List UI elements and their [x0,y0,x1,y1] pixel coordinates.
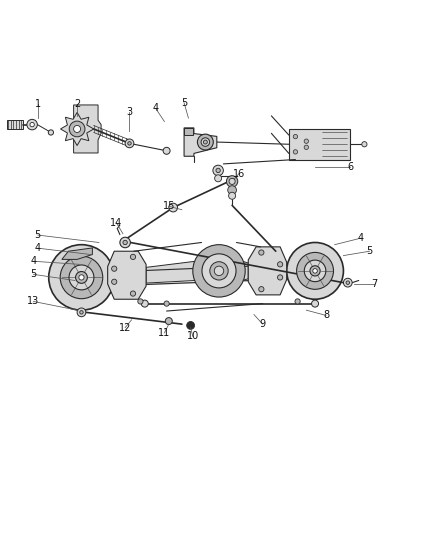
Polygon shape [108,251,146,299]
Circle shape [304,145,308,149]
Circle shape [112,279,117,285]
Circle shape [214,266,224,276]
Text: 4: 4 [358,233,364,243]
Text: 12: 12 [119,322,131,333]
Circle shape [216,168,220,173]
Polygon shape [248,247,287,295]
Circle shape [311,300,318,307]
Circle shape [259,250,264,255]
Circle shape [169,203,177,212]
Text: 3: 3 [127,107,133,117]
Text: 5: 5 [30,269,36,279]
Polygon shape [74,105,101,153]
Polygon shape [60,112,94,146]
Circle shape [293,134,297,139]
Polygon shape [184,128,217,156]
Circle shape [123,240,127,245]
Circle shape [77,308,86,317]
Circle shape [141,300,148,307]
Circle shape [60,256,103,298]
Circle shape [346,281,350,285]
Circle shape [304,260,326,281]
Circle shape [278,262,283,267]
Circle shape [131,291,136,296]
Circle shape [313,269,317,273]
Circle shape [226,176,238,187]
Text: 16: 16 [233,169,245,179]
Circle shape [164,301,169,306]
Circle shape [193,245,245,297]
Polygon shape [146,261,195,283]
Bar [184,128,193,135]
Circle shape [310,266,320,276]
Circle shape [287,243,343,299]
Circle shape [69,265,94,290]
Circle shape [198,134,213,150]
Text: 7: 7 [371,279,377,289]
Circle shape [131,254,136,260]
Circle shape [228,185,237,195]
Circle shape [165,318,172,325]
Text: 1: 1 [35,99,41,109]
Circle shape [125,139,134,148]
Circle shape [163,147,170,154]
Polygon shape [62,248,92,260]
Text: 9: 9 [260,319,266,329]
Text: 4: 4 [30,256,36,266]
Circle shape [297,253,333,289]
Circle shape [74,125,81,133]
Bar [289,129,350,159]
Circle shape [138,299,143,304]
Text: 13: 13 [27,296,39,306]
Circle shape [49,245,114,310]
Circle shape [229,192,236,199]
Circle shape [27,119,37,130]
Circle shape [48,130,53,135]
Text: 6: 6 [347,162,353,172]
Circle shape [259,287,264,292]
Circle shape [213,165,223,176]
Text: 15: 15 [162,201,175,211]
Circle shape [202,254,236,288]
Circle shape [112,266,117,271]
Circle shape [343,278,352,287]
Text: 4: 4 [35,243,41,253]
Polygon shape [7,120,22,129]
Circle shape [201,138,210,147]
Circle shape [210,262,228,280]
Circle shape [295,299,300,304]
Text: 14: 14 [110,218,123,228]
Text: 8: 8 [323,310,329,320]
Circle shape [69,121,85,137]
Text: 4: 4 [152,103,159,114]
Text: 10: 10 [187,332,199,341]
Circle shape [229,179,235,184]
Circle shape [187,321,194,329]
Polygon shape [243,261,248,280]
Circle shape [128,142,131,145]
Circle shape [304,139,308,143]
Circle shape [278,275,283,280]
Text: 5: 5 [181,98,187,108]
Circle shape [120,237,131,248]
Circle shape [80,311,83,314]
Text: 5: 5 [367,246,373,256]
Circle shape [215,175,222,182]
Text: 11: 11 [158,328,170,338]
Circle shape [30,123,34,127]
Text: 2: 2 [74,99,80,109]
Circle shape [293,150,297,154]
Circle shape [203,140,207,144]
Text: 5: 5 [35,230,41,240]
Circle shape [76,271,87,284]
Circle shape [79,275,84,280]
Circle shape [362,142,367,147]
